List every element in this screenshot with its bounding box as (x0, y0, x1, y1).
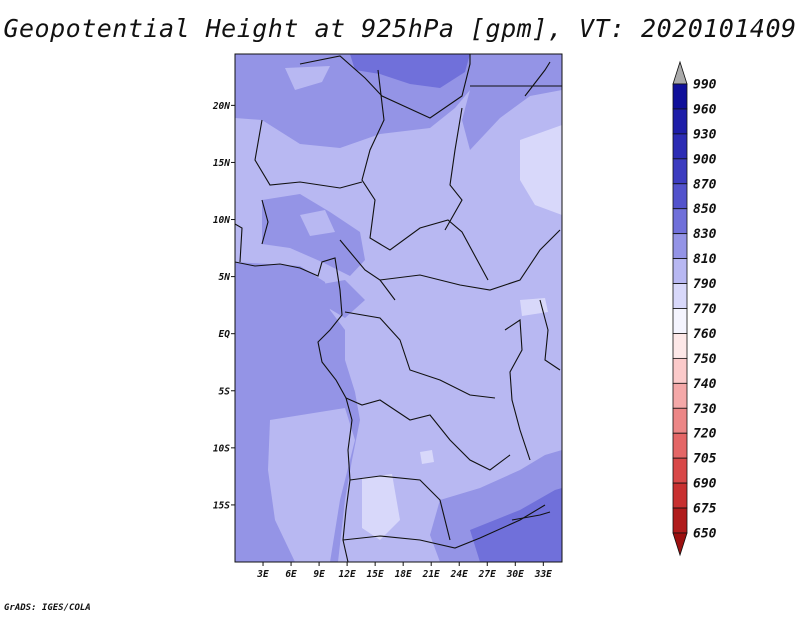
colorbar-swatch (672, 482, 688, 509)
chart-title: Geopotential Height at 925hPa [gpm], VT:… (3, 14, 797, 43)
red-sea-coast (524, 61, 551, 97)
atlantic-coastline (235, 257, 353, 562)
lat-label-20n: 20N (212, 101, 230, 112)
field-770-patch-a (420, 450, 434, 464)
lake-malawi (511, 511, 551, 521)
lon-label-6e: 6E (285, 569, 297, 580)
colorbar-label: 930 (693, 127, 717, 142)
colorbar-label: 740 (693, 377, 717, 392)
longitude-axis: 3E 6E 9E 12E 15E 18E 21E 24E 27E 30E 33E (256, 562, 552, 580)
colorbar-label: 730 (693, 402, 717, 417)
colorbar-label: 675 (693, 502, 717, 517)
colorbar-swatch (672, 357, 688, 384)
field-770-790-sudan (520, 125, 562, 215)
colorbar-swatch (672, 507, 688, 534)
colorbar-swatch (672, 258, 688, 284)
latitude-axis: 20N 15N 10N 5N EQ 5S 10S 15S (212, 101, 235, 511)
colorbar-label: 960 (693, 102, 717, 117)
colorbar-top-arrow (672, 60, 688, 85)
rift-lakes-border (504, 319, 531, 461)
lon-label-30e: 30E (506, 569, 524, 580)
colorbar-swatch (672, 308, 688, 334)
colorbar-label: 990 (693, 78, 717, 93)
colorbar-label: 705 (693, 452, 717, 467)
colorbar-swatch (672, 457, 688, 484)
colorbar-swatch (672, 333, 688, 359)
lat-label-5s: 5S (219, 386, 231, 397)
field-790-jos-patch (300, 210, 335, 236)
colorbar-swatch (672, 108, 688, 135)
drc-south-border (345, 397, 511, 471)
field-810-830-gabon (300, 280, 365, 318)
chad-sudan-border (444, 107, 463, 231)
lat-label-10s: 10S (213, 443, 230, 454)
angola-zambia-border (349, 475, 451, 541)
lon-label-9e: 9E (313, 569, 325, 580)
field-830-850-mozambique (470, 488, 562, 562)
lat-label-5n: 5N (219, 272, 231, 283)
colorbar-label: 870 (693, 177, 717, 192)
lat-label-15s: 15S (213, 500, 230, 511)
lon-label-24e: 24E (450, 569, 468, 580)
niger-border (254, 119, 363, 189)
colorbar-label: 650 (693, 527, 717, 542)
field-790-north-patch (285, 66, 330, 90)
colorbar-swatch (672, 407, 688, 434)
colorbar-swatch (672, 432, 688, 459)
car-border (379, 229, 561, 291)
height-field (235, 54, 562, 562)
lat-label-15n: 15N (213, 158, 230, 169)
colorbar: 990 960 930 900 870 850 830 810 790 770 760 750 740 7… (672, 60, 717, 557)
footer-credit: GrADS: IGES/COLA (4, 603, 91, 613)
colorbar-label: 900 (693, 152, 717, 167)
congo-border (344, 311, 496, 399)
lon-label-12e: 12E (339, 569, 356, 580)
ghana-border (235, 223, 243, 263)
boundaries (235, 54, 562, 562)
colorbar-label: 790 (693, 277, 717, 292)
lon-label-15e: 15E (367, 569, 384, 580)
colorbar-swatch (672, 158, 688, 185)
colorbar-label: 770 (693, 302, 717, 317)
colorbar-bottom-arrow (672, 532, 688, 557)
colorbar-swatch (672, 183, 688, 210)
cameroon-border (339, 239, 396, 301)
field-810-830-northeast (462, 54, 562, 150)
colorbar-label: 810 (693, 252, 717, 267)
lon-label-18e: 18E (395, 569, 412, 580)
map-frame (234, 53, 563, 563)
lon-label-27e: 27E (478, 569, 496, 580)
benin-border (261, 199, 269, 245)
lon-label-3e: 3E (256, 569, 269, 580)
colorbar-swatch (672, 133, 688, 160)
colorbar-swatch (672, 233, 688, 260)
colorbar-label: 750 (693, 352, 717, 367)
colorbar-label: 850 (693, 202, 717, 217)
lon-label-33e: 33E (534, 569, 552, 580)
field-790-namibia (268, 408, 355, 562)
field-770-zambia (362, 474, 400, 540)
colorbar-label: 690 (693, 477, 717, 492)
colorbar-swatch (672, 208, 688, 235)
colorbar-label: 830 (693, 227, 717, 242)
lat-label-eq: EQ (219, 329, 231, 340)
libya-border (299, 54, 471, 119)
colorbar-swatch (672, 283, 688, 309)
field-830-850-north (350, 54, 470, 88)
lat-label-10n: 10N (213, 215, 230, 226)
colorbar-swatch (672, 382, 688, 409)
namibia-border (342, 504, 546, 549)
colorbar-label: 760 (693, 327, 717, 342)
kenya-border (539, 299, 561, 371)
colorbar-swatch (672, 83, 688, 110)
chad-border (361, 69, 489, 281)
colorbar-label: 720 (693, 427, 717, 442)
lon-label-21e: 21E (422, 569, 440, 580)
